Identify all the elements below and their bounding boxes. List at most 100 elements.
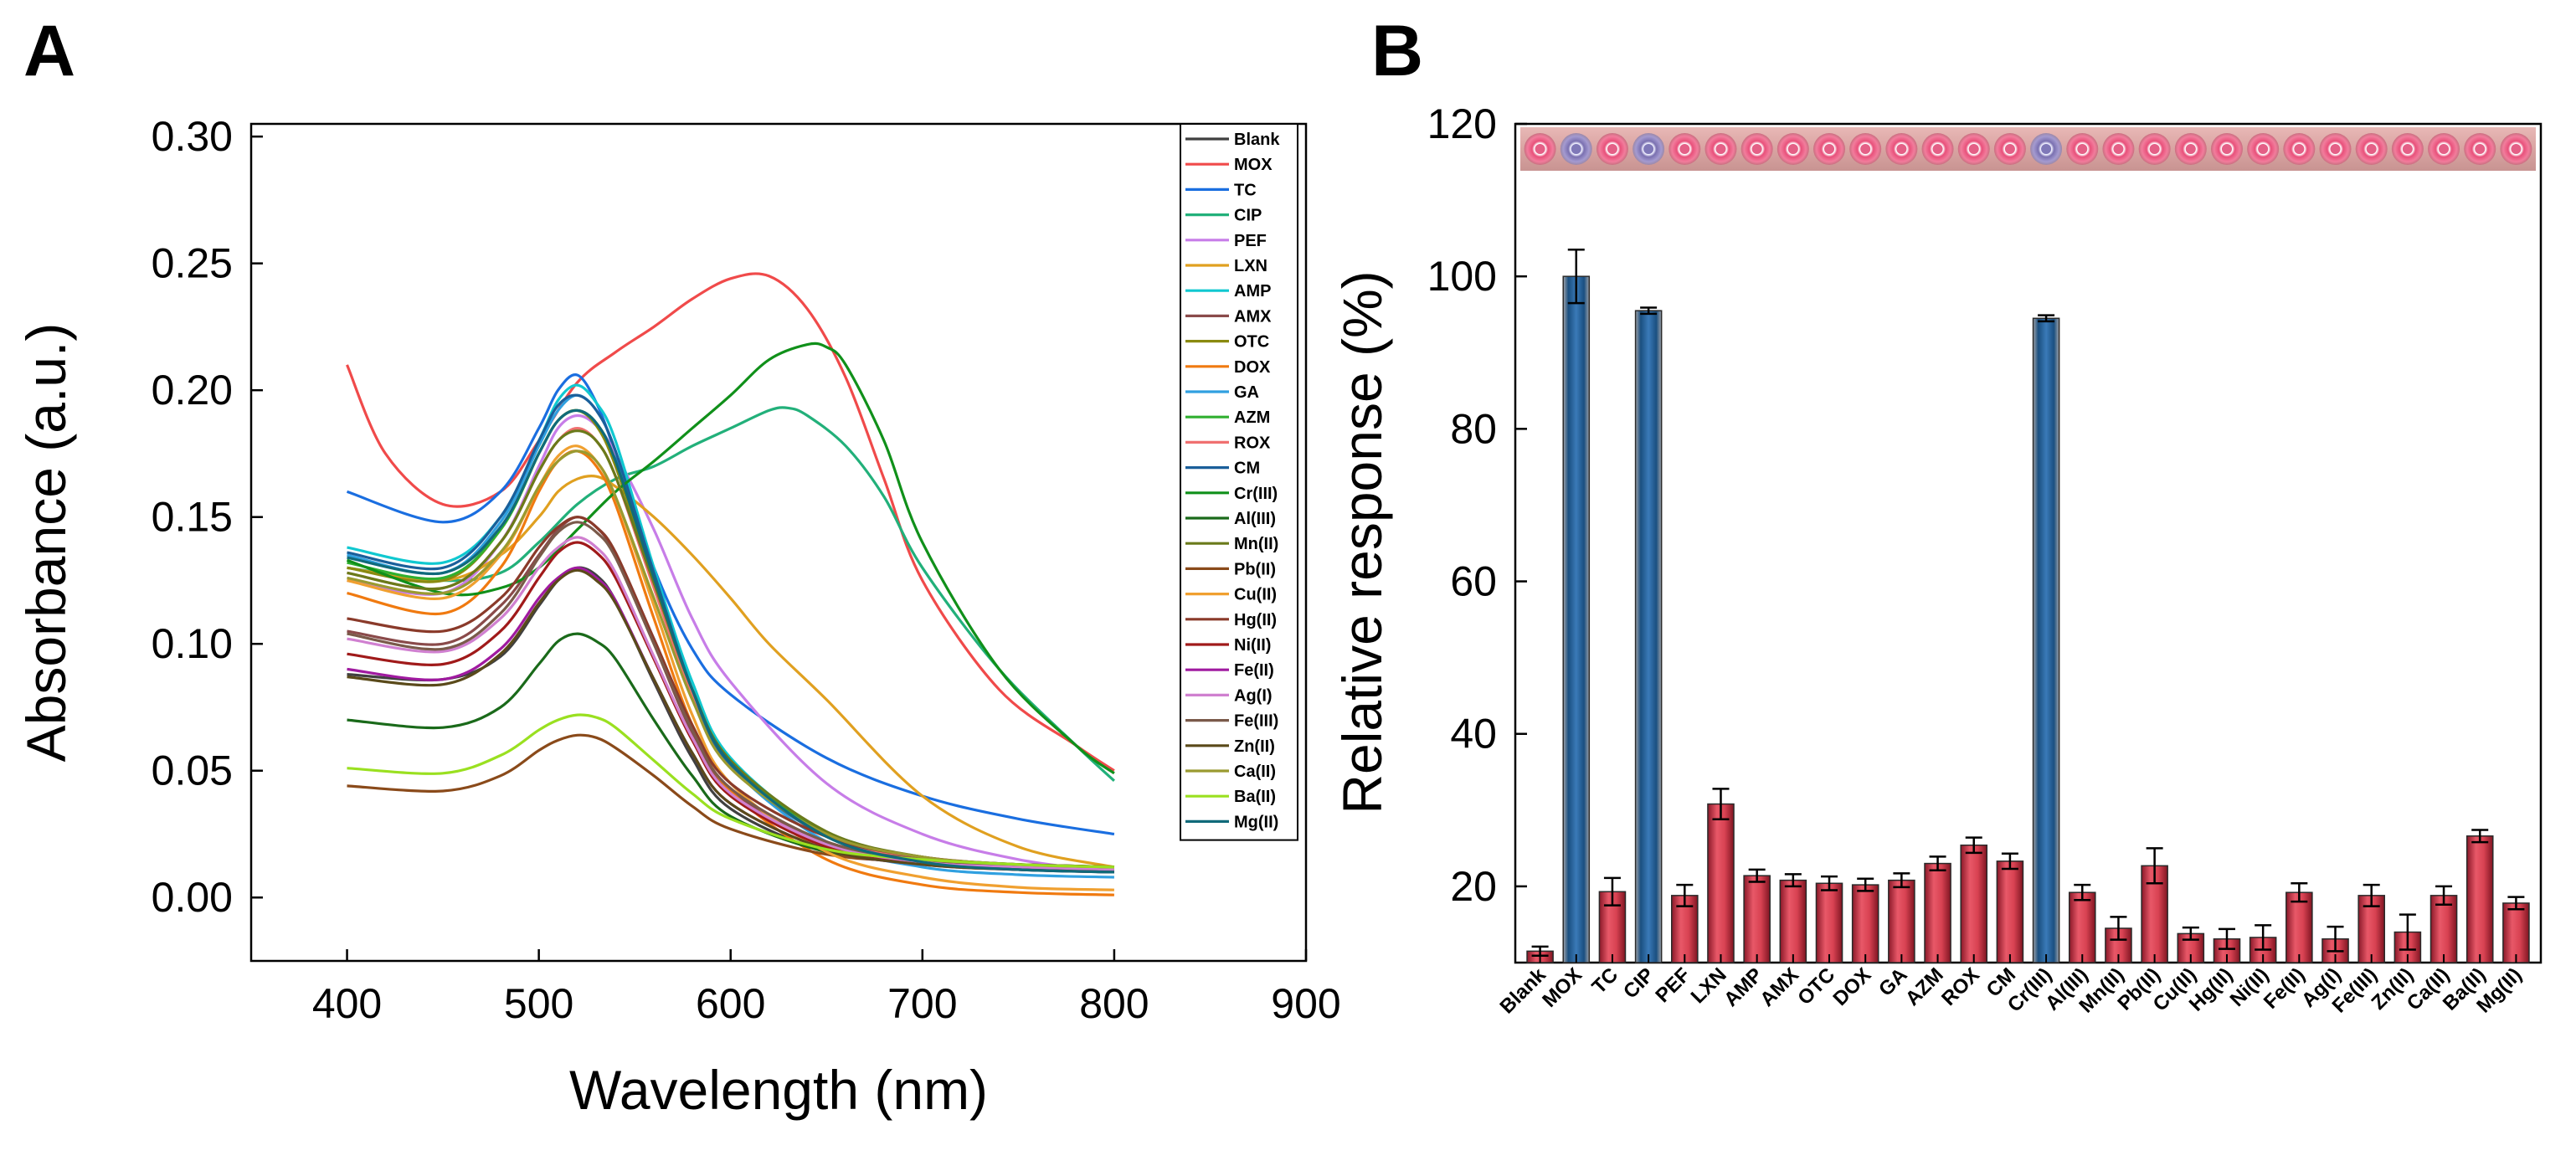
well-center <box>1535 144 1545 154</box>
legend-label-cr-iii: Cr(III) <box>1234 485 1278 503</box>
bar-cip <box>1634 310 1663 963</box>
legend-label-ga: GA <box>1234 383 1259 402</box>
bar-lxn <box>1707 803 1735 963</box>
x-tick-label: 600 <box>696 980 765 1027</box>
legend-label-dox: DOX <box>1234 358 1271 377</box>
bar-mg-ii <box>2502 902 2530 963</box>
series-line-blank <box>347 566 1114 869</box>
legend-box <box>1180 123 1298 841</box>
panel-a-legend: Blank MOX TC CIP PEF LXN AMP AMX OTC DOX GA AZM ROX C… <box>1180 123 1298 841</box>
bar-dox <box>1851 884 1879 963</box>
y-tick-label: 0.25 <box>152 240 233 287</box>
series-line-dox <box>347 449 1114 896</box>
x-tick-label-mox: MOX <box>1538 963 1586 1012</box>
well-center <box>1571 144 1581 154</box>
x-tick-label-azm: AZM <box>1901 963 1948 1010</box>
x-tick-label-lxn: LXN <box>1687 963 1731 1008</box>
well-center <box>2294 144 2305 154</box>
legend-label-mn-ii: Mn(II) <box>1234 535 1278 553</box>
series-line-fe-ii <box>347 566 1114 874</box>
well-center <box>2041 144 2052 154</box>
x-tick-label: 800 <box>1079 980 1149 1027</box>
legend-label-cu-ii: Cu(II) <box>1234 586 1277 604</box>
well-center <box>2439 144 2450 154</box>
well-center <box>1860 144 1871 154</box>
x-tick-label-cip: CIP <box>1619 963 1658 1003</box>
y-tick-label: 120 <box>1427 100 1497 147</box>
series-line-mox <box>346 272 1115 773</box>
well-center <box>1824 144 1835 154</box>
bar-fe-ii <box>2285 891 2313 963</box>
legend-label-amp: AMP <box>1234 282 1271 300</box>
legend-label-azm: AZM <box>1234 408 1270 427</box>
legend-label-pb-ii: Pb(II) <box>1234 560 1276 578</box>
series-line-otc <box>347 408 1114 871</box>
bar-amx <box>1779 879 1807 963</box>
bar-ba-ii <box>2465 835 2494 963</box>
well-center <box>1715 144 1726 154</box>
well-center <box>1896 144 1907 154</box>
x-tick-label: 500 <box>504 980 573 1027</box>
x-tick-label-otc: OTC <box>1793 963 1839 1009</box>
x-tick-label-tc: TC <box>1587 963 1622 999</box>
bar-mox <box>1562 275 1591 963</box>
legend-label-fe-ii: Fe(II) <box>1234 661 1274 680</box>
bar-amp <box>1743 875 1771 963</box>
y-tick-label: 60 <box>1450 558 1497 605</box>
series-line-ca-ii <box>347 449 1114 869</box>
x-tick-label-amp: AMP <box>1720 963 1767 1011</box>
x-tick-label-rox: ROX <box>1937 963 1984 1010</box>
legend-label-ba-ii: Ba(II) <box>1234 788 1276 806</box>
well-center <box>2511 144 2522 154</box>
x-tick-label: 700 <box>887 980 957 1027</box>
well-center <box>2077 144 2088 154</box>
x-tick-label-dox: DOX <box>1829 963 1876 1010</box>
panel-a: A 400 500 600 700 800 900 0.00 0.05 0.10 0.15 0.20… <box>15 11 1341 1121</box>
legend-label-cm: CM <box>1234 460 1260 478</box>
legend-label-rox: ROX <box>1234 434 1271 452</box>
well-center <box>1968 144 1979 154</box>
well-center <box>2402 144 2413 154</box>
y-tick-label: 0.10 <box>152 620 233 667</box>
bar-cr-iii <box>2032 317 2060 963</box>
well-center <box>2366 144 2377 154</box>
series-line-mn-ii <box>347 429 1114 869</box>
bar-ga <box>1888 879 1915 963</box>
series-line-zn-ii <box>347 568 1114 874</box>
panel-b-label: B <box>1371 11 1423 91</box>
legend-label-ni-ii: Ni(II) <box>1234 636 1271 655</box>
well-center <box>1787 144 1798 154</box>
y-tick-label: 0.05 <box>152 747 233 794</box>
series-line-cr-iii <box>346 342 1115 775</box>
panel-a-plot-frame <box>249 122 1308 963</box>
well-center <box>2113 144 2124 154</box>
legend-label-fe-iii: Fe(III) <box>1234 712 1278 731</box>
legend-label-al-iii: Al(III) <box>1234 510 1276 528</box>
well-center <box>2475 144 2486 154</box>
series-line-cip <box>347 406 1115 782</box>
panel-a-label: A <box>23 11 75 91</box>
well-center <box>1643 144 1654 154</box>
panel-a-x-axis-label: Wavelength (nm) <box>569 1059 988 1121</box>
panel-b-y-axis-label: Relative response (%) <box>1331 270 1393 814</box>
legend-label-cip: CIP <box>1234 207 1262 225</box>
well-center <box>2221 144 2232 154</box>
bar-al-iii <box>2068 891 2096 963</box>
well-center <box>2149 144 2160 154</box>
panel-b-plot-frame <box>1514 122 2543 964</box>
series-line-pb-ii <box>347 733 1114 869</box>
series-line-amp <box>347 383 1114 874</box>
series-line-mg-ii <box>347 408 1114 874</box>
well-center <box>2004 144 2015 154</box>
legend-label-blank: Blank <box>1234 131 1280 149</box>
well-center <box>1607 144 1617 154</box>
legend-label-pef: PEF <box>1234 232 1267 250</box>
legend-label-otc: OTC <box>1234 333 1269 352</box>
x-tick-label: 900 <box>1271 980 1340 1027</box>
bar-cm <box>1996 860 2024 963</box>
bar-azm <box>1924 862 1951 963</box>
well-center <box>2330 144 2341 154</box>
legend-label-mg-ii: Mg(II) <box>1234 813 1278 831</box>
legend-label-ag-i: Ag(I) <box>1234 686 1273 705</box>
